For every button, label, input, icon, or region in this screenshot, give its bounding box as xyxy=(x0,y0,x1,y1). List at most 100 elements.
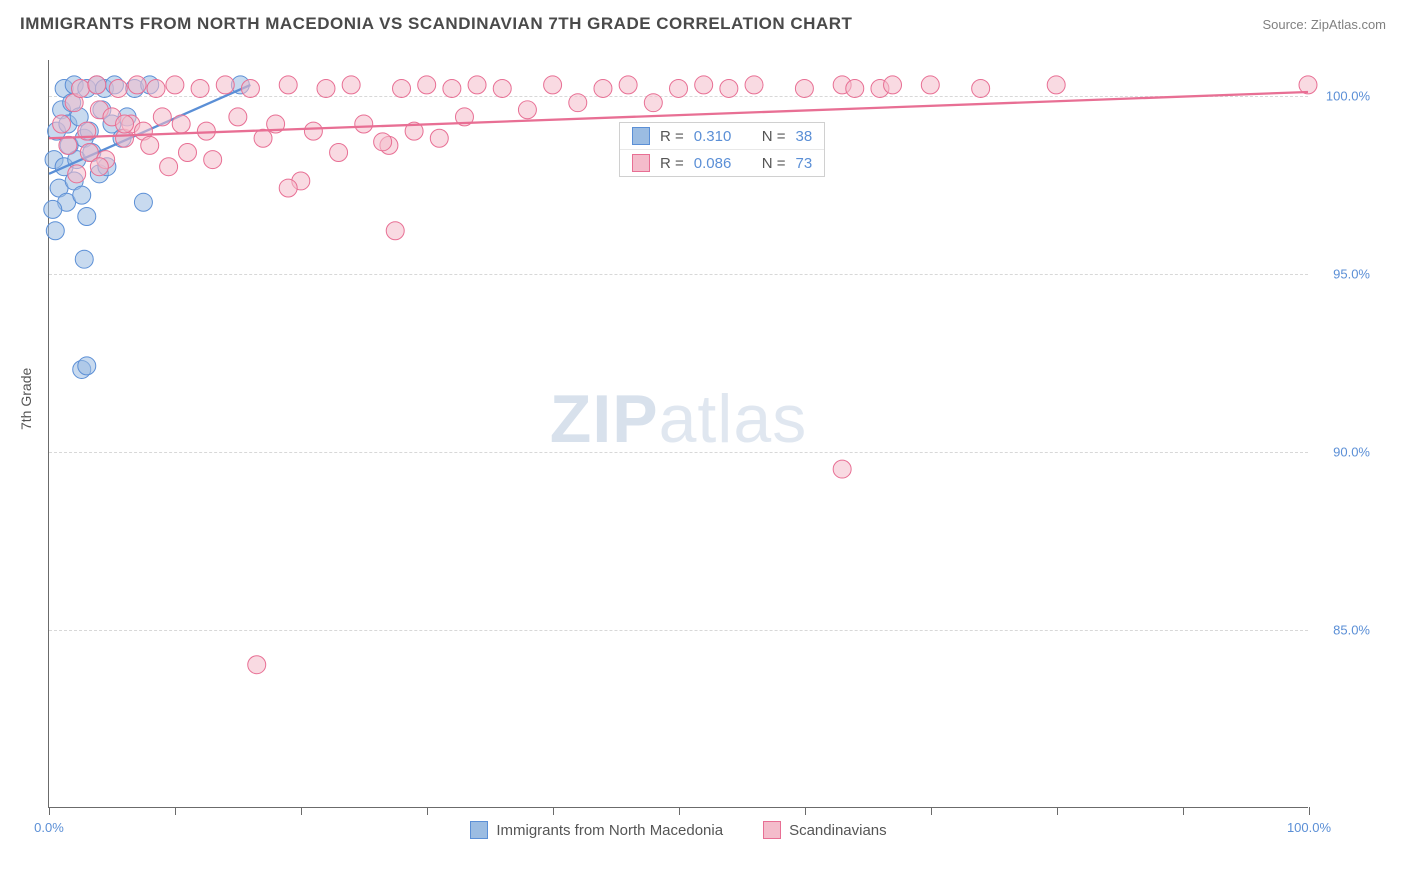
y-tick-label: 100.0% xyxy=(1326,88,1370,103)
y-tick-label: 95.0% xyxy=(1333,266,1370,281)
legend-item-blue: Immigrants from North Macedonia xyxy=(470,821,723,839)
data-point xyxy=(53,115,71,133)
data-point xyxy=(229,108,247,126)
data-point xyxy=(166,76,184,94)
legend-label-blue: Immigrants from North Macedonia xyxy=(496,822,723,839)
data-point xyxy=(430,129,448,147)
data-point xyxy=(172,115,190,133)
n-label: N = xyxy=(762,155,786,172)
swatch-blue-icon xyxy=(470,821,488,839)
data-point xyxy=(279,179,297,197)
data-point xyxy=(71,79,89,97)
data-point xyxy=(191,79,209,97)
r-value-pink: 0.086 xyxy=(694,155,746,172)
data-point xyxy=(386,222,404,240)
data-point xyxy=(254,129,272,147)
data-point xyxy=(78,357,96,375)
data-point xyxy=(330,143,348,161)
legend-label-pink: Scandinavians xyxy=(789,822,887,839)
swatch-blue xyxy=(632,127,650,145)
data-point xyxy=(160,158,178,176)
data-point xyxy=(355,115,373,133)
y-tick-label: 90.0% xyxy=(1333,444,1370,459)
data-point xyxy=(695,76,713,94)
x-tick xyxy=(1309,807,1310,815)
x-tick xyxy=(427,807,428,815)
source-attribution: Source: ZipAtlas.com xyxy=(1262,17,1386,32)
data-point xyxy=(518,101,536,119)
data-point xyxy=(846,79,864,97)
r-label: R = xyxy=(660,155,684,172)
data-point xyxy=(468,76,486,94)
data-point xyxy=(44,200,62,218)
x-tick xyxy=(1057,807,1058,815)
data-point xyxy=(90,158,108,176)
data-point xyxy=(795,79,813,97)
data-point xyxy=(59,136,77,154)
data-point xyxy=(75,250,93,268)
data-point xyxy=(342,76,360,94)
data-point xyxy=(204,151,222,169)
x-tick xyxy=(301,807,302,815)
data-point xyxy=(1047,76,1065,94)
r-label: R = xyxy=(660,128,684,145)
chart-plot-area: ZIPatlas R = 0.310 N = 38 R = 0.086 N = … xyxy=(48,60,1308,808)
series-legend: Immigrants from North Macedonia Scandina… xyxy=(49,821,1308,839)
x-tick xyxy=(931,807,932,815)
data-point xyxy=(374,133,392,151)
x-tick xyxy=(679,807,680,815)
data-point xyxy=(178,143,196,161)
legend-item-pink: Scandinavians xyxy=(763,821,887,839)
y-tick-label: 85.0% xyxy=(1333,622,1370,637)
data-point xyxy=(972,79,990,97)
correlation-legend: R = 0.310 N = 38 R = 0.086 N = 73 xyxy=(619,122,825,177)
n-label: N = xyxy=(762,128,786,145)
data-point xyxy=(88,76,106,94)
data-point xyxy=(443,79,461,97)
data-point xyxy=(116,115,134,133)
data-point xyxy=(833,460,851,478)
data-point xyxy=(745,76,763,94)
x-tick-label: 0.0% xyxy=(34,820,64,835)
legend-row-blue: R = 0.310 N = 38 xyxy=(620,123,824,150)
chart-title: IMMIGRANTS FROM NORTH MACEDONIA VS SCAND… xyxy=(20,14,852,34)
x-tick-label: 100.0% xyxy=(1287,820,1331,835)
data-point xyxy=(393,79,411,97)
data-point xyxy=(78,208,96,226)
data-point xyxy=(141,136,159,154)
n-value-blue: 38 xyxy=(796,128,813,145)
r-value-blue: 0.310 xyxy=(694,128,746,145)
data-point xyxy=(594,79,612,97)
data-point xyxy=(921,76,939,94)
data-point xyxy=(147,79,165,97)
x-tick xyxy=(553,807,554,815)
x-tick xyxy=(805,807,806,815)
data-point xyxy=(619,76,637,94)
data-point xyxy=(128,76,146,94)
data-point xyxy=(68,165,86,183)
legend-row-pink: R = 0.086 N = 73 xyxy=(620,150,824,176)
header: IMMIGRANTS FROM NORTH MACEDONIA VS SCAND… xyxy=(0,0,1406,34)
data-point xyxy=(46,222,64,240)
data-point xyxy=(248,656,266,674)
data-point xyxy=(569,94,587,112)
data-point xyxy=(216,76,234,94)
data-point xyxy=(644,94,662,112)
data-point xyxy=(241,79,259,97)
data-point xyxy=(109,79,127,97)
n-value-pink: 73 xyxy=(796,155,813,172)
data-point xyxy=(884,76,902,94)
data-point xyxy=(134,193,152,211)
data-point xyxy=(279,76,297,94)
data-point xyxy=(304,122,322,140)
x-tick xyxy=(175,807,176,815)
data-point xyxy=(544,76,562,94)
data-point xyxy=(153,108,171,126)
data-point xyxy=(493,79,511,97)
x-tick xyxy=(49,807,50,815)
data-point xyxy=(670,79,688,97)
x-tick xyxy=(1183,807,1184,815)
data-point xyxy=(73,186,91,204)
data-point xyxy=(418,76,436,94)
data-point xyxy=(317,79,335,97)
